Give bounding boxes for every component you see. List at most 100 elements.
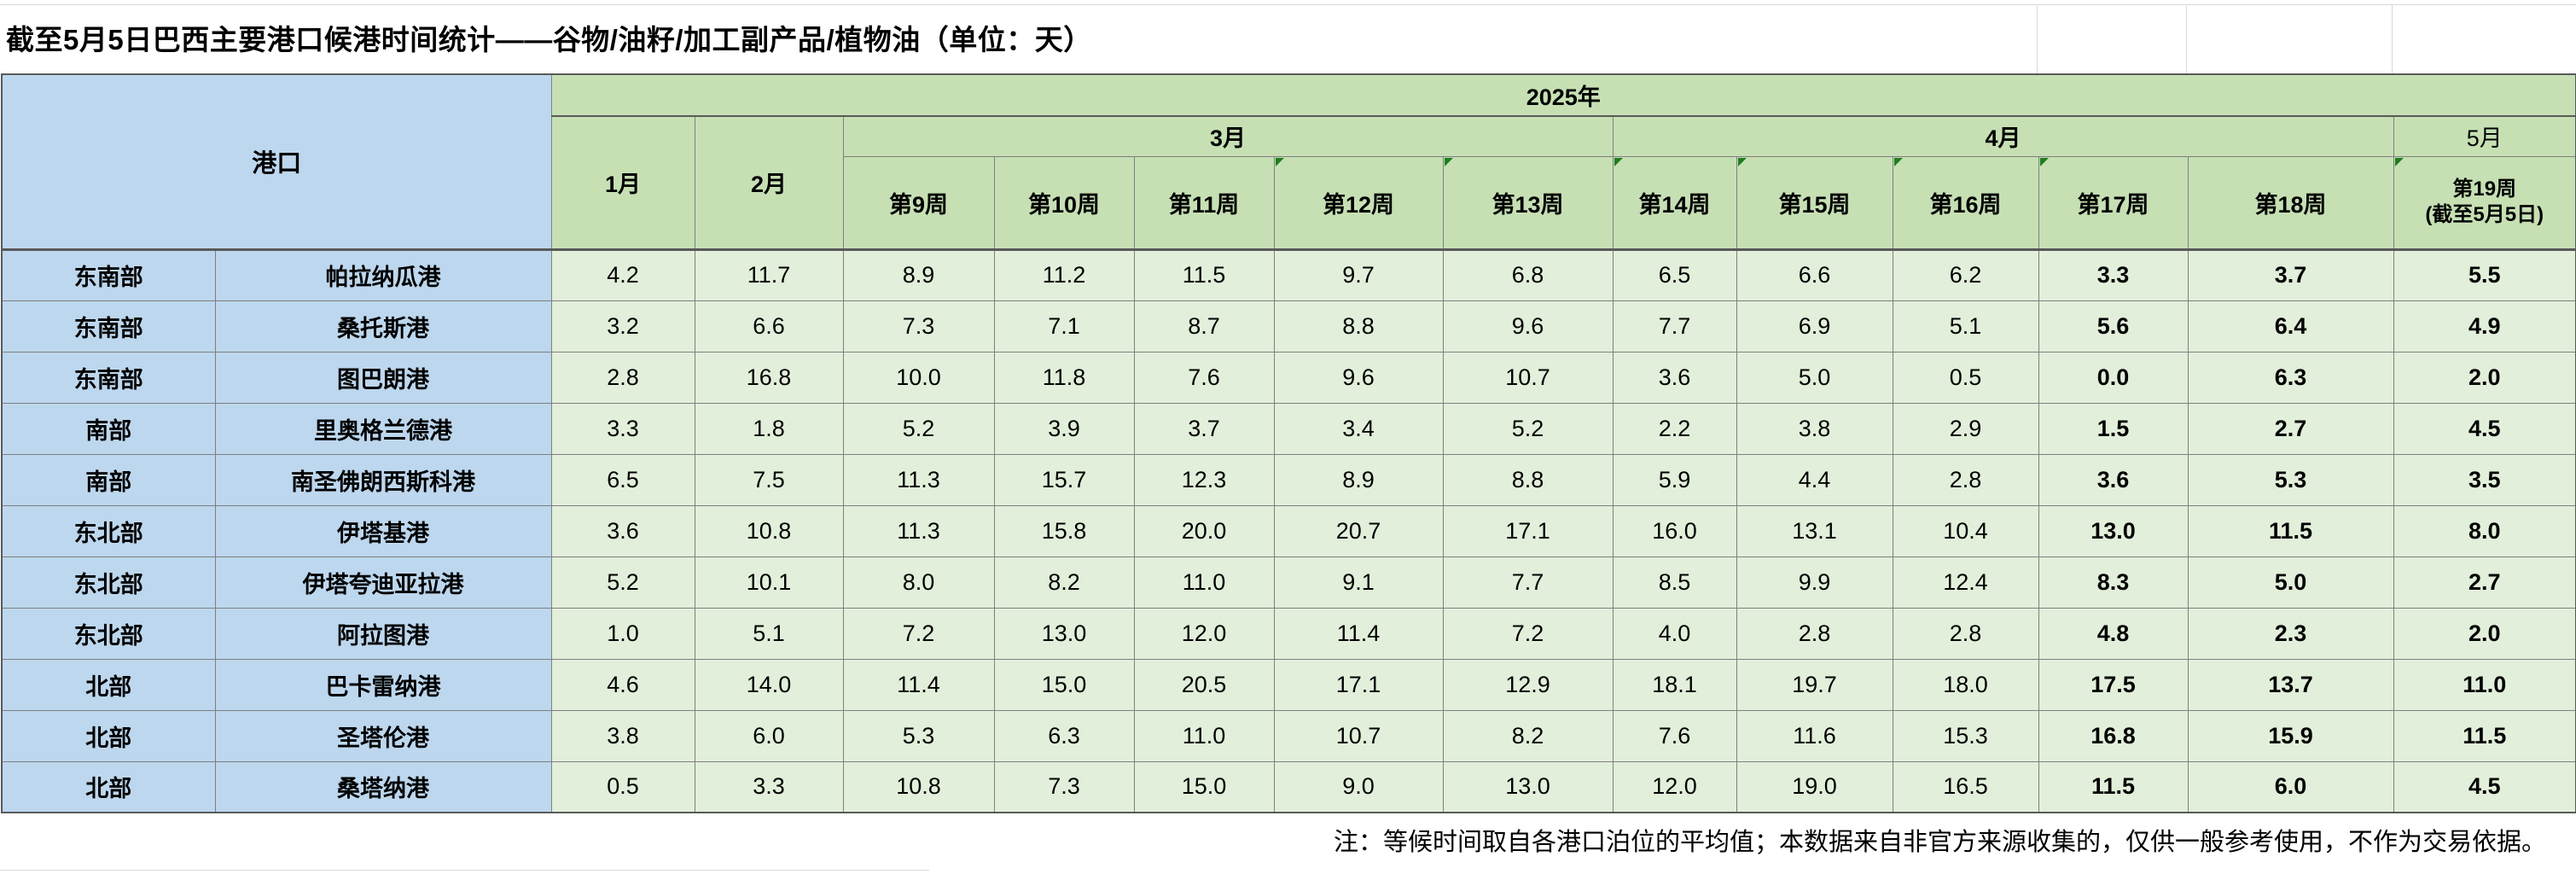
value-cell: 20.7 [1273, 504, 1444, 557]
port-cell: 桑塔纳港 [214, 760, 552, 813]
value-cell: 8.8 [1273, 300, 1444, 353]
table-row: 北部 巴卡雷纳港 4.6 14.0 11.4 15.0 20.5 17.1 12… [1, 658, 2576, 711]
value-cell: 0.5 [550, 760, 695, 813]
value-cell: 6.6 [1736, 248, 1893, 301]
value-cell: 2.7 [2393, 556, 2576, 609]
value-cell: 2.9 [1892, 402, 2039, 455]
value-cell: 4.4 [1736, 453, 1893, 506]
value-cell: 15.8 [993, 504, 1135, 557]
value-cell: 5.2 [550, 556, 695, 609]
value-cell: 1.8 [694, 402, 844, 455]
value-cell: 8.3 [2038, 556, 2189, 609]
value-cell: 12.0 [1133, 607, 1275, 660]
value-cell: 6.3 [993, 709, 1135, 762]
value-cell: 8.2 [1442, 709, 1614, 762]
gridline [0, 870, 929, 871]
value-cell: 16.8 [2038, 709, 2189, 762]
value-cell: 3.3 [2038, 248, 2189, 301]
value-cell: 3.3 [550, 402, 695, 455]
value-cell: 7.7 [1442, 556, 1614, 609]
port-cell: 帕拉纳瓜港 [214, 248, 552, 301]
value-cell: 3.9 [993, 402, 1135, 455]
port-cell: 伊塔基港 [214, 504, 552, 557]
value-cell: 10.8 [694, 504, 844, 557]
value-cell: 11.6 [1736, 709, 1893, 762]
value-cell: 16.5 [1892, 760, 2039, 813]
week-header-13: 第13周 [1442, 155, 1614, 251]
table-row: 东北部 伊塔基港 3.6 10.8 11.3 15.8 20.0 20.7 17… [1, 504, 2576, 557]
value-cell: 5.1 [694, 607, 844, 660]
week-header-19-line1: 第19周 [2452, 178, 2517, 201]
value-cell: 1.5 [2038, 402, 2189, 455]
value-cell: 4.9 [2393, 300, 2576, 353]
value-cell: 3.7 [1133, 402, 1275, 455]
value-cell: 2.3 [2187, 607, 2394, 660]
region-cell: 北部 [1, 760, 216, 813]
value-cell: 11.4 [1273, 607, 1444, 660]
week-header-17: 第17周 [2038, 155, 2189, 251]
value-cell: 11.4 [842, 658, 995, 711]
week-header-16: 第16周 [1892, 155, 2039, 251]
region-cell: 南部 [1, 402, 216, 455]
value-cell: 11.7 [694, 248, 844, 301]
port-cell: 里奥格兰德港 [214, 402, 552, 455]
port-column-header: 港口 [1, 73, 552, 251]
value-cell: 7.3 [993, 760, 1135, 813]
port-cell: 伊塔夸迪亚拉港 [214, 556, 552, 609]
value-cell: 15.0 [1133, 760, 1275, 813]
value-cell: 5.6 [2038, 300, 2189, 353]
region-cell: 东南部 [1, 248, 216, 301]
week-header-18: 第18周 [2187, 155, 2394, 251]
week-header-12: 第12周 [1273, 155, 1444, 251]
region-cell: 东南部 [1, 351, 216, 404]
value-cell: 17.5 [2038, 658, 2189, 711]
value-cell: 4.2 [550, 248, 695, 301]
value-cell: 15.3 [1892, 709, 2039, 762]
value-cell: 11.5 [2038, 760, 2189, 813]
week-header-10: 第10周 [993, 155, 1135, 251]
week-header-9: 第9周 [842, 155, 995, 251]
table-row: 东南部 帕拉纳瓜港 4.2 11.7 8.9 11.2 11.5 9.7 6.8… [1, 248, 2576, 301]
value-cell: 3.2 [550, 300, 695, 353]
value-cell: 3.6 [550, 504, 695, 557]
value-cell: 8.2 [993, 556, 1135, 609]
value-cell: 5.2 [842, 402, 995, 455]
value-cell: 0.0 [2038, 351, 2189, 404]
month-header-apr: 4月 [1612, 115, 2394, 157]
value-cell: 12.4 [1892, 556, 2039, 609]
value-cell: 16.0 [1612, 504, 1737, 557]
value-cell: 3.8 [1736, 402, 1893, 455]
value-cell: 4.5 [2393, 760, 2576, 813]
value-cell: 4.0 [1612, 607, 1737, 660]
value-cell: 7.5 [694, 453, 844, 506]
value-cell: 9.6 [1442, 300, 1614, 353]
value-cell: 17.1 [1273, 658, 1444, 711]
value-cell: 13.0 [993, 607, 1135, 660]
value-cell: 10.7 [1273, 709, 1444, 762]
value-cell: 9.9 [1736, 556, 1893, 609]
year-header: 2025年 [550, 73, 2576, 117]
value-cell: 10.4 [1892, 504, 2039, 557]
value-cell: 3.8 [550, 709, 695, 762]
region-cell: 东南部 [1, 300, 216, 353]
port-wait-time-table: 港口 2025年 1月 2月 3月 4月 5月 第9周 第10周 第11周 第1… [1, 73, 2576, 813]
table-row: 东南部 桑托斯港 3.2 6.6 7.3 7.1 8.7 8.8 9.6 7.7… [1, 300, 2576, 353]
port-cell: 阿拉图港 [214, 607, 552, 660]
value-cell: 6.0 [2187, 760, 2394, 813]
week-header-19: 第19周 (截至5月5日) [2393, 155, 2576, 251]
value-cell: 19.7 [1736, 658, 1893, 711]
month-header-feb: 2月 [694, 115, 844, 251]
value-cell: 6.5 [1612, 248, 1737, 301]
month-header-mar: 3月 [842, 115, 1614, 157]
gridline [2186, 4, 2187, 73]
gridline [0, 4, 2576, 5]
value-cell: 11.5 [2187, 504, 2394, 557]
gridline [2392, 4, 2393, 73]
value-cell: 2.8 [550, 351, 695, 404]
value-cell: 2.2 [1612, 402, 1737, 455]
port-cell: 桑托斯港 [214, 300, 552, 353]
port-cell: 南圣佛朗西斯科港 [214, 453, 552, 506]
port-cell: 圣塔伦港 [214, 709, 552, 762]
value-cell: 7.6 [1612, 709, 1737, 762]
value-cell: 8.7 [1133, 300, 1275, 353]
